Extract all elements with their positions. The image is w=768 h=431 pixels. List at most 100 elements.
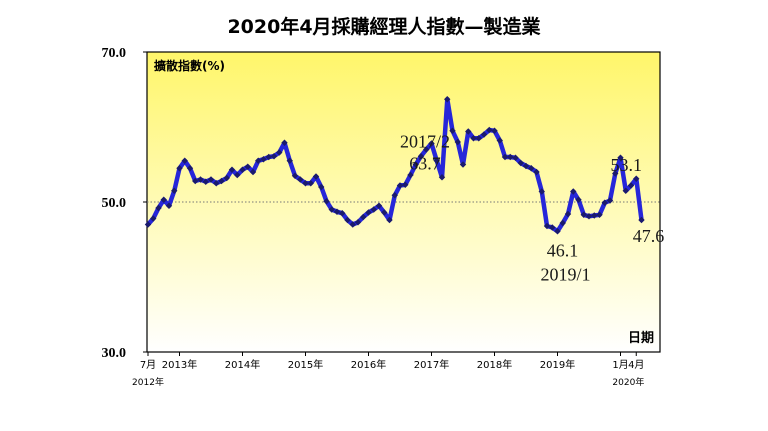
data-point (276, 149, 283, 156)
data-point (234, 171, 241, 179)
data-point (543, 222, 551, 230)
data-point (438, 174, 446, 181)
data-point (470, 135, 477, 142)
data-point (449, 127, 456, 134)
x-tick-label: 2017年 (414, 358, 449, 371)
data-point (606, 197, 614, 204)
data-point (228, 166, 236, 173)
data-point (554, 228, 561, 235)
annotation-label: 46.1 (547, 240, 579, 260)
data-point (286, 157, 293, 164)
data-point (475, 135, 482, 142)
data-point (339, 210, 346, 217)
data-point (302, 180, 309, 187)
data-point (160, 196, 167, 203)
data-point (281, 139, 288, 146)
data-point (144, 221, 152, 228)
data-point (507, 153, 514, 161)
data-point (181, 157, 188, 164)
data-point (186, 165, 194, 172)
data-point (150, 215, 157, 222)
data-point (344, 216, 351, 224)
x-axis-title: 日期 (628, 331, 654, 346)
data-point (465, 128, 472, 135)
x-tick-label: 2018年 (477, 358, 512, 371)
chart-title: 2020年4月採購經理人指數—製造業 (227, 15, 541, 38)
x-year-label: 2020年 (612, 376, 644, 388)
data-point (312, 173, 320, 180)
data-point (585, 213, 593, 220)
data-point (249, 168, 257, 176)
y-tick-label: 30.0 (102, 346, 127, 361)
x-tick-label: 2013年 (162, 358, 197, 371)
data-point (601, 199, 608, 206)
data-point (528, 165, 535, 172)
data-point (260, 156, 267, 163)
x-tick-label: 2014年 (225, 358, 260, 371)
y-tick-label: 70.0 (102, 46, 127, 61)
data-point (165, 202, 173, 209)
data-point (480, 131, 488, 138)
data-point (459, 161, 467, 168)
data-point (323, 198, 330, 205)
x-tick-label: 2015年 (288, 358, 323, 371)
data-point (207, 176, 215, 183)
data-point (270, 153, 278, 160)
annotation-label: 53.1 (611, 155, 643, 175)
data-point (444, 96, 451, 103)
data-point (633, 175, 640, 182)
data-point (570, 188, 577, 195)
data-point (291, 172, 299, 179)
data-point (381, 209, 388, 216)
data-point (591, 212, 598, 219)
data-point (559, 219, 566, 227)
x-tick-label: 7月 (140, 359, 156, 371)
data-point (596, 211, 603, 218)
annotation-label: 63.7 (409, 153, 441, 173)
x-tick-label: 1月 (612, 359, 628, 371)
data-point (564, 210, 572, 218)
data-point (428, 140, 435, 147)
data-point (202, 178, 209, 185)
data-point (423, 146, 430, 153)
data-point (396, 182, 404, 189)
data-point (512, 154, 519, 161)
data-point (370, 206, 377, 213)
x-tick-label: 2016年 (351, 358, 386, 371)
annotation-label: 47.6 (633, 226, 665, 246)
data-point (454, 138, 461, 146)
data-point (218, 177, 225, 185)
data-point (622, 187, 629, 194)
data-point (386, 216, 393, 224)
data-point (402, 181, 409, 188)
data-point (354, 219, 362, 226)
x-year-label: 2012年 (132, 376, 164, 388)
data-point (223, 174, 230, 182)
data-point (486, 126, 493, 134)
data-point (433, 157, 440, 164)
data-point (307, 180, 314, 187)
data-point (501, 153, 509, 161)
data-point (612, 170, 619, 177)
data-point (412, 161, 419, 168)
data-point (575, 196, 582, 203)
data-point (549, 224, 556, 231)
data-point (627, 182, 635, 189)
data-point (171, 187, 178, 194)
data-point (491, 127, 498, 134)
data-point (360, 213, 367, 221)
data-point (375, 202, 383, 209)
x-tick-label: 4月 (628, 359, 644, 371)
data-point (318, 183, 325, 191)
data-point (580, 211, 587, 218)
data-point (533, 168, 540, 176)
data-point (617, 154, 624, 161)
y-axis-title: 擴散指數(%) (154, 58, 225, 73)
data-point (192, 177, 199, 185)
data-point (297, 176, 304, 183)
data-point (496, 137, 503, 144)
data-point (333, 208, 341, 215)
data-point (391, 192, 398, 199)
data-point (155, 204, 162, 212)
